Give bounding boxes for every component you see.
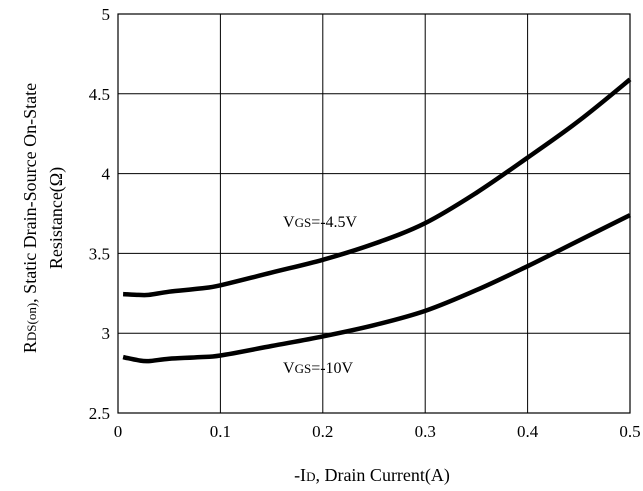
grid xyxy=(117,13,631,414)
y-tick-label: 3.5 xyxy=(89,244,110,263)
x-tick-label: 0.5 xyxy=(619,422,640,441)
plot-frame xyxy=(117,13,631,414)
series-label-vgs-10v: VGS=-10V xyxy=(283,360,354,377)
x-tick-label: 0.4 xyxy=(517,422,539,441)
x-tick-label: 0.3 xyxy=(415,422,436,441)
series-lines xyxy=(122,77,632,364)
x-axis-label: -ID, Drain Current(A) xyxy=(294,465,450,486)
y-tick-label: 5 xyxy=(102,5,111,24)
y-tick-label: 4.5 xyxy=(89,85,110,104)
x-tick-label: 0 xyxy=(114,422,123,441)
y-tick-label: 3 xyxy=(102,324,111,343)
y-tick-label: 2.5 xyxy=(89,404,110,423)
y-tick-label: 4 xyxy=(102,165,111,184)
x-tick-label: 0.2 xyxy=(312,422,333,441)
y-axis-label-line1: RDS(on), Static Drain-Source On-State xyxy=(20,83,40,353)
tick-labels: 0 0.1 0.2 0.3 0.4 0.5 2.5 3 3.5 4 4.5 5 xyxy=(89,5,641,441)
x-tick-label: 0.1 xyxy=(210,422,231,441)
y-axis-label-line2: Resistance(Ω) xyxy=(46,167,67,269)
series-label-vgs-4.5v: VGS=-4.5V xyxy=(283,214,358,231)
series-line-vgs-4.5v xyxy=(123,77,632,298)
series-line-vgs-10v xyxy=(122,213,632,364)
